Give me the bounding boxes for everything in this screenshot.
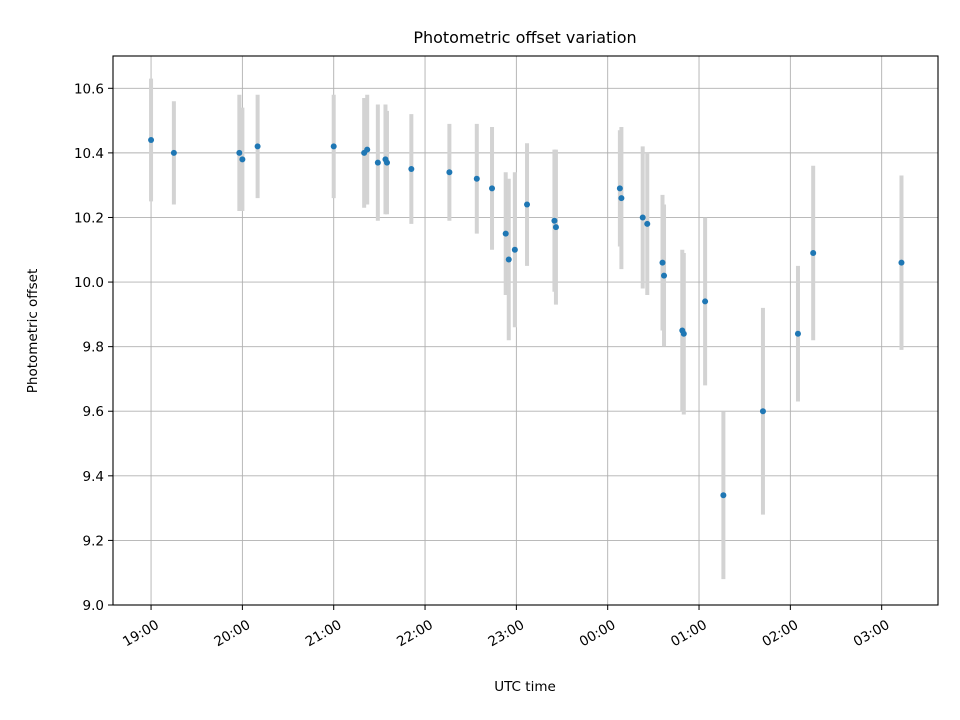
data-point bbox=[254, 143, 261, 150]
y-tick-label: 9.6 bbox=[83, 404, 104, 420]
x-axis-label: UTC time bbox=[494, 679, 556, 695]
data-point bbox=[644, 220, 651, 227]
y-tick-label: 10.2 bbox=[74, 210, 104, 226]
data-point bbox=[505, 256, 512, 263]
data-points bbox=[148, 136, 905, 499]
chart-title: Photometric offset variation bbox=[413, 28, 636, 47]
y-tick-label: 10.4 bbox=[74, 146, 104, 162]
data-point bbox=[446, 169, 453, 176]
data-point bbox=[616, 185, 623, 192]
data-point bbox=[639, 214, 646, 221]
data-point bbox=[374, 159, 381, 166]
y-tick-label: 9.4 bbox=[83, 469, 104, 485]
data-point bbox=[502, 230, 509, 237]
plot-frame bbox=[112, 55, 939, 606]
data-point bbox=[720, 492, 727, 499]
y-tick-label: 10.0 bbox=[74, 275, 104, 291]
data-point bbox=[170, 149, 177, 156]
y-tick-label: 9.8 bbox=[83, 340, 104, 356]
data-point bbox=[236, 149, 243, 156]
data-point bbox=[618, 195, 625, 202]
data-point bbox=[898, 259, 905, 266]
data-point bbox=[659, 259, 666, 266]
data-point bbox=[680, 330, 687, 337]
data-point bbox=[759, 408, 766, 415]
data-point bbox=[473, 175, 480, 182]
data-point bbox=[239, 156, 246, 163]
data-point bbox=[794, 330, 801, 337]
y-tick-label: 10.6 bbox=[74, 81, 104, 97]
data-point bbox=[702, 298, 709, 305]
data-point bbox=[489, 185, 496, 192]
data-point bbox=[383, 159, 390, 166]
data-point bbox=[661, 272, 668, 279]
data-point bbox=[148, 136, 155, 143]
data-point bbox=[408, 166, 415, 173]
data-point bbox=[551, 217, 558, 224]
y-tick-label: 9.0 bbox=[83, 598, 104, 614]
y-tick-label: 9.2 bbox=[83, 533, 104, 549]
y-axis: 9.0 9.2 9.4 9.6 9.8 10.0 10.2 10.4 10.6 bbox=[74, 81, 113, 614]
data-point bbox=[330, 143, 337, 150]
y-axis-label: Photometric offset bbox=[25, 269, 41, 393]
data-point bbox=[524, 201, 531, 208]
data-point bbox=[364, 146, 371, 153]
data-point bbox=[810, 249, 817, 256]
data-point bbox=[511, 246, 518, 253]
data-point bbox=[552, 224, 559, 231]
